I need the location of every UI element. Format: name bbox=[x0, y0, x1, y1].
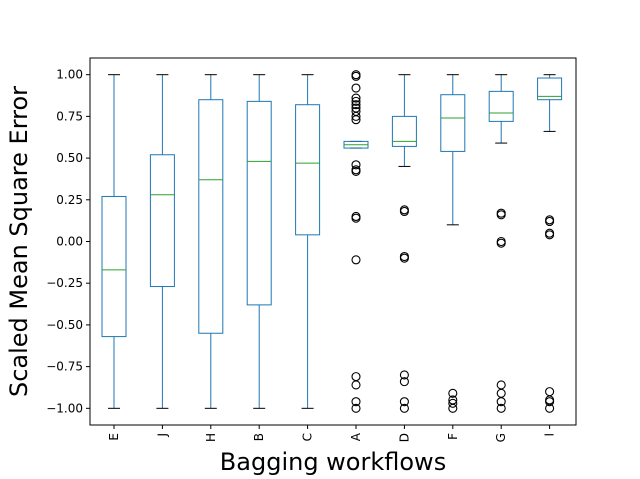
outlier-point bbox=[351, 83, 361, 93]
outlier-point bbox=[545, 230, 555, 240]
iqr-box bbox=[440, 94, 466, 152]
outlier-point bbox=[496, 210, 506, 220]
outlier-point bbox=[399, 403, 409, 413]
box-D bbox=[391, 74, 417, 413]
x-tick-label: H bbox=[204, 433, 218, 442]
outlier-point bbox=[351, 255, 361, 265]
iqr-box bbox=[488, 90, 514, 122]
box-H bbox=[198, 74, 224, 409]
outlier-point bbox=[399, 253, 409, 263]
y-axis: −1.00 −0.75 −0.50 −0.25 0.00 0.25 0.50 0.75 1.00 bbox=[46, 68, 90, 415]
outlier-point bbox=[496, 388, 506, 398]
outlier-point bbox=[351, 397, 361, 407]
x-tick-label: E bbox=[107, 433, 121, 441]
box-F bbox=[440, 74, 466, 413]
y-tick-label: 0.50 bbox=[56, 151, 83, 165]
x-axis-label: Bagging workflows bbox=[220, 448, 446, 476]
box-J bbox=[149, 74, 175, 409]
y-tick-label: 0.75 bbox=[56, 109, 83, 123]
outlier-point bbox=[496, 403, 506, 413]
outlier-point bbox=[496, 380, 506, 390]
x-tick-label: C bbox=[301, 433, 315, 441]
iqr-box bbox=[295, 104, 321, 236]
outlier-point bbox=[351, 160, 361, 170]
outlier-point bbox=[496, 238, 506, 248]
iqr-box bbox=[246, 100, 272, 306]
iqr-box bbox=[149, 154, 175, 288]
outlier-point bbox=[351, 96, 361, 106]
outlier-point bbox=[351, 372, 361, 382]
iqr-box bbox=[101, 195, 127, 338]
x-tick-label: I bbox=[543, 433, 557, 437]
outlier-point bbox=[399, 377, 409, 387]
outlier-point bbox=[351, 213, 361, 223]
iqr-box bbox=[391, 115, 417, 147]
y-tick-label: −0.75 bbox=[46, 360, 83, 374]
x-tick-label: G bbox=[494, 433, 508, 442]
outlier-point bbox=[545, 397, 555, 407]
box-B bbox=[246, 74, 272, 409]
y-tick-label: 0.25 bbox=[56, 193, 83, 207]
outlier-point bbox=[399, 370, 409, 380]
y-tick-label: 1.00 bbox=[56, 68, 83, 82]
outlier-point bbox=[351, 100, 361, 110]
outlier-point bbox=[496, 397, 506, 407]
y-tick-label: −0.50 bbox=[46, 318, 83, 332]
outlier-point bbox=[351, 115, 361, 125]
outlier-point bbox=[545, 403, 555, 413]
outlier-point bbox=[351, 71, 361, 81]
iqr-box bbox=[198, 99, 224, 334]
box-I bbox=[537, 74, 563, 413]
x-tick-label: F bbox=[446, 433, 460, 440]
outlier-point bbox=[448, 398, 458, 408]
outlier-point bbox=[351, 403, 361, 413]
box-C bbox=[295, 74, 321, 409]
boxes-layer bbox=[101, 70, 563, 413]
x-tick-label: A bbox=[349, 432, 363, 441]
outlier-point bbox=[448, 388, 458, 398]
outlier-point bbox=[351, 111, 361, 121]
outlier-point bbox=[545, 387, 555, 397]
outlier-point bbox=[351, 166, 361, 176]
outlier-point bbox=[448, 403, 458, 413]
box-E bbox=[101, 74, 127, 409]
x-tick-label: J bbox=[155, 433, 169, 438]
outlier-point bbox=[545, 216, 555, 227]
outlier-point bbox=[351, 93, 361, 103]
y-tick-label: 0.00 bbox=[56, 235, 83, 249]
box-A bbox=[343, 70, 369, 413]
box-G bbox=[488, 74, 514, 413]
y-tick-label: −0.25 bbox=[46, 276, 83, 290]
y-axis-label: Scaled Mean Square Error bbox=[5, 86, 33, 397]
iqr-box bbox=[537, 77, 563, 101]
y-tick-label: −1.00 bbox=[46, 401, 83, 415]
outlier-point bbox=[399, 206, 409, 217]
x-tick-label: B bbox=[252, 433, 266, 441]
x-tick-label: D bbox=[397, 433, 411, 442]
outlier-point bbox=[399, 397, 409, 407]
outlier-point bbox=[351, 380, 361, 390]
